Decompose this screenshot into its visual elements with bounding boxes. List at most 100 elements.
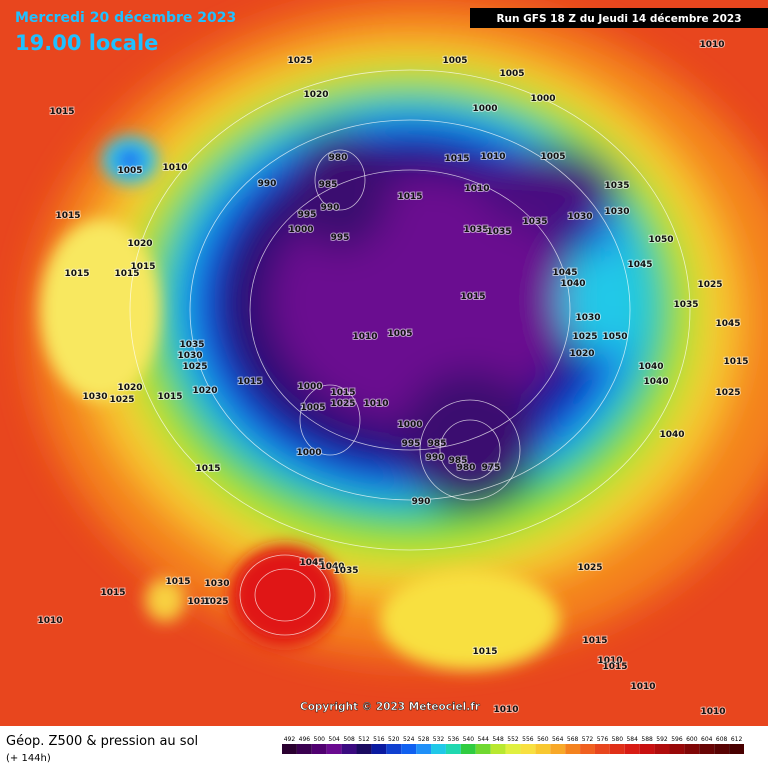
scale-swatch (624, 744, 640, 754)
scale-swatch (669, 744, 685, 754)
isobar-label: 1015 (582, 636, 607, 646)
isobar-label: 990 (321, 203, 340, 213)
scale-swatch (714, 744, 730, 754)
isobar-label: 1020 (192, 386, 217, 396)
scale-swatch (490, 744, 506, 754)
scale-swatch (371, 744, 387, 754)
isobar-label: 1015 (64, 269, 89, 279)
isobar-label: 1040 (560, 279, 585, 289)
isobar-label: 1020 (303, 90, 328, 100)
scale-label: 576 (597, 736, 609, 743)
isobar-label: 1045 (627, 260, 652, 270)
scale-swatch (445, 744, 461, 754)
isobar-label: 1025 (572, 332, 597, 342)
isobar-label: 1010 (597, 656, 622, 666)
isobar-label: 980 (457, 463, 476, 473)
isobar-label: 1025 (287, 56, 312, 66)
isobar-label: 1040 (638, 362, 663, 372)
isobar-label: 1015 (49, 107, 74, 117)
isobar-label: 1005 (387, 329, 412, 339)
isobar-label: 1030 (567, 212, 592, 222)
isobar-label: 1050 (648, 235, 673, 245)
isobar-label: 1015 (723, 357, 748, 367)
forecast-time: 19.00 locale (15, 31, 158, 55)
forecast-date: Mercredi 20 décembre 2023 (15, 10, 236, 26)
isobar-label: 1015 (330, 388, 355, 398)
isobar-label: 1025 (715, 388, 740, 398)
isobar-label: 985 (449, 456, 468, 466)
isobar-label: 995 (298, 210, 317, 220)
scale-swatch (639, 744, 655, 754)
isobar-label: 985 (428, 439, 447, 449)
scale-swatch (684, 744, 700, 754)
scale-label: 536 (448, 736, 460, 743)
isobar-label: 1035 (333, 566, 358, 576)
isobar-label: 1025 (203, 597, 228, 607)
scale-label: 544 (477, 736, 489, 743)
isobar-label: 1005 (442, 56, 467, 66)
isobar-label: 1000 (530, 94, 555, 104)
scale-swatch (401, 744, 417, 754)
isobar-label: 990 (426, 453, 445, 463)
scale-swatch (356, 744, 372, 754)
scale-label: 564 (552, 736, 564, 743)
isobar-label: 1035 (179, 340, 204, 350)
scale-swatch (699, 744, 715, 754)
scale-label: 532 (433, 736, 445, 743)
scale-swatch (550, 744, 566, 754)
isobar-label: 1020 (569, 349, 594, 359)
isobar-label: 1005 (117, 166, 142, 176)
isobar-label: 1030 (575, 313, 600, 323)
isobar-label: 990 (258, 179, 277, 189)
scale-label: 508 (343, 736, 355, 743)
scale-label: 604 (701, 736, 713, 743)
isobar-label: 1025 (330, 399, 355, 409)
scale-label: 556 (522, 736, 534, 743)
scale-swatch (282, 744, 297, 754)
scale-label: 596 (671, 736, 683, 743)
scale-label: 612 (731, 736, 743, 743)
isobar-label: 1015 (472, 647, 497, 657)
scale-swatch (594, 744, 610, 754)
isobar-label: 1045 (715, 319, 740, 329)
isobar-label: 1010 (493, 705, 518, 715)
isobar-label: 1010 (630, 682, 655, 692)
isobar-label: 1010 (37, 616, 62, 626)
isobar-label: 1015 (237, 377, 262, 387)
scale-swatch (505, 744, 521, 754)
isobar-label: 1015 (397, 192, 422, 202)
isobar-label: 1010 (352, 332, 377, 342)
scale-swatch (386, 744, 402, 754)
scale-label: 524 (403, 736, 415, 743)
scale-label: 504 (328, 736, 340, 743)
isobar-label: 990 (412, 497, 431, 507)
isobar-label: 1035 (463, 225, 488, 235)
run-info: Run GFS 18 Z du Jeudi 14 décembre 2023 (496, 13, 741, 25)
isobar-label: 1010 (700, 707, 725, 717)
footer-lead: (+ 144h) (6, 753, 51, 764)
isobar-labels: 1025 1005 1005 1010 1000 1020 1000 1015 1005 1010… (36, 39, 749, 718)
isobar-label: 1015 (602, 662, 627, 672)
isobar-label: 1000 (297, 382, 322, 392)
isobar-label: 1045 (552, 268, 577, 278)
scale-label: 600 (686, 736, 698, 743)
isobar-label: 1025 (109, 395, 134, 405)
scale-swatch (654, 744, 670, 754)
isobar-label: 1015 (55, 211, 80, 221)
copyright: Copyright © 2023 Meteociel.fr (300, 701, 481, 713)
isobar-label: 1040 (659, 430, 684, 440)
scale-label: 572 (582, 736, 594, 743)
isobar-label: 1025 (697, 280, 722, 290)
isobar-label: 1045 (299, 558, 324, 568)
isobar-label: 1010 (363, 399, 388, 409)
scale-swatch (580, 744, 595, 754)
scale-label: 560 (537, 736, 549, 743)
isobar-label: 980 (329, 153, 348, 163)
geopotential-field (0, 0, 768, 726)
isobar-label: 995 (331, 233, 350, 243)
scale-swatch (520, 744, 536, 754)
scale-label: 588 (641, 736, 653, 743)
scale-swatch (565, 744, 581, 754)
scale-swatch (431, 744, 446, 754)
